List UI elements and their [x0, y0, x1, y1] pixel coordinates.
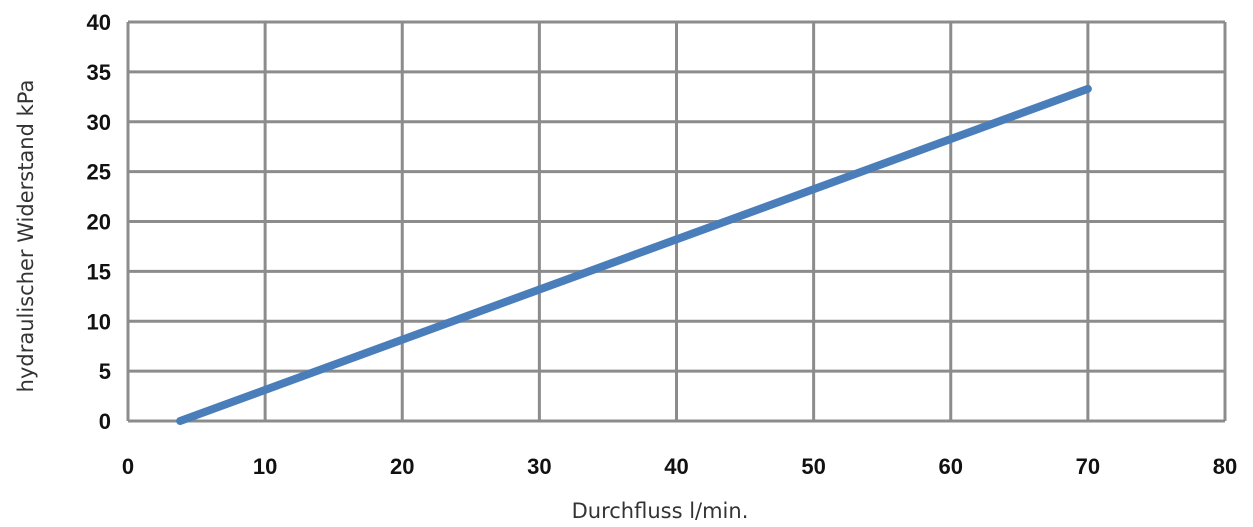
- y-tick-label: 30: [87, 110, 111, 135]
- series-layer: [176, 84, 1092, 425]
- y-tick-label: 40: [87, 10, 111, 35]
- x-tick-label: 60: [939, 454, 963, 479]
- x-tick-label: 80: [1213, 454, 1237, 479]
- x-tick-label: 70: [1076, 454, 1100, 479]
- y-tick-label: 20: [87, 210, 111, 235]
- x-tick-label: 10: [253, 454, 277, 479]
- x-tick-label: 30: [527, 454, 551, 479]
- x-tick-label: 20: [390, 454, 414, 479]
- y-tick-label: 0: [99, 409, 111, 434]
- grid: [126, 20, 1227, 423]
- y-axis-ticks: 0 5 10 15 20 25 30 35 40: [87, 10, 111, 434]
- x-tick-label: 0: [122, 454, 134, 479]
- series-line: [176, 84, 1092, 425]
- y-axis-title: hydraulischer Widerstand kPa: [14, 80, 38, 393]
- y-tick-label: 15: [87, 259, 111, 284]
- y-tick-label: 25: [87, 160, 111, 185]
- x-axis-title: Durchfluss l/min.: [572, 499, 749, 523]
- x-tick-label: 50: [801, 454, 825, 479]
- y-tick-label: 35: [87, 60, 111, 85]
- x-tick-label: 40: [664, 454, 688, 479]
- x-axis-ticks: 0 10 20 30 40 50 60 70 80: [122, 454, 1237, 479]
- y-tick-label: 10: [87, 309, 111, 334]
- y-tick-label: 5: [99, 359, 111, 384]
